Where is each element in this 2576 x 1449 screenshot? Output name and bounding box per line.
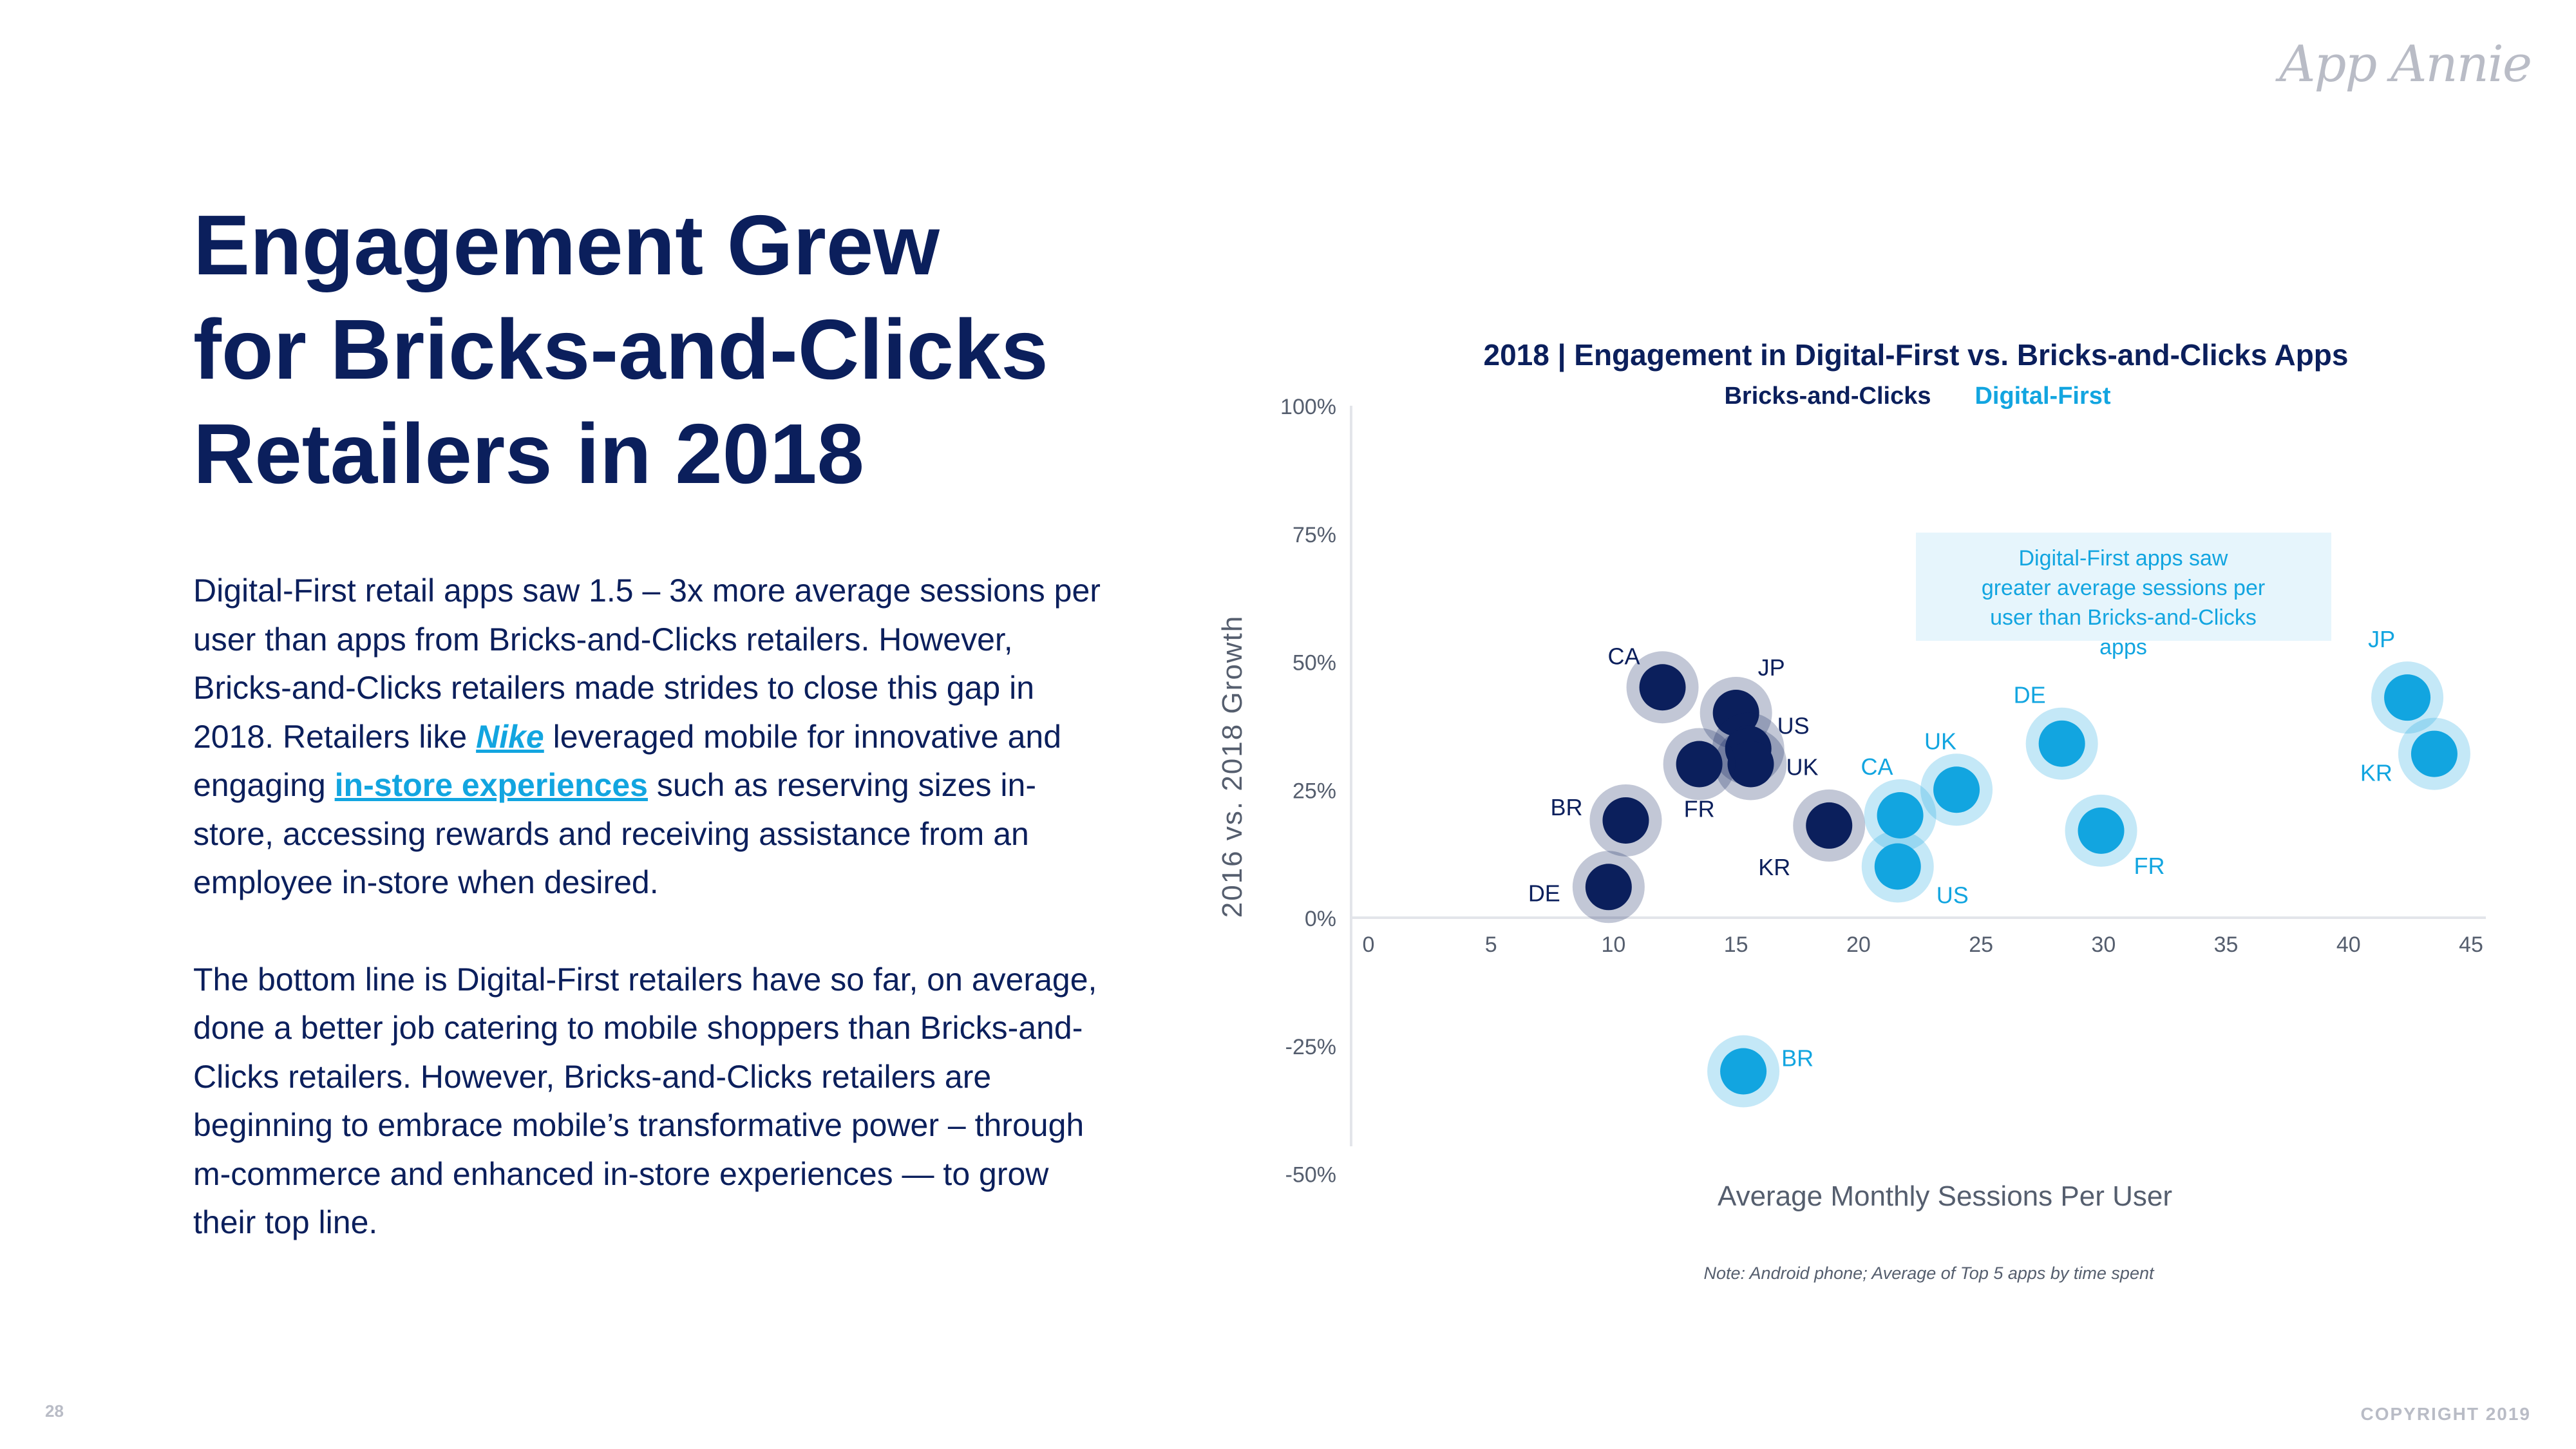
data-point xyxy=(1639,664,1686,711)
annotation-line: apps xyxy=(2099,635,2147,659)
legend-bricks-and-clicks: Bricks-and-Clicks xyxy=(1724,383,1931,410)
page-title: Engagement Grew for Bricks-and-Clicks Re… xyxy=(193,193,1159,506)
x-tick-label: 5 xyxy=(1485,933,1497,957)
point-label: DE xyxy=(1528,880,1560,906)
x-tick-label: 10 xyxy=(1602,933,1626,957)
y-tick-label: 50% xyxy=(1293,651,1336,676)
paragraph-1-part-1: Digital-First retail apps saw 1.5 – 3x m… xyxy=(193,573,1101,755)
in-store-experiences-link[interactable]: in-store experiences xyxy=(334,767,648,803)
data-point xyxy=(1720,1048,1767,1095)
x-tick-label: 20 xyxy=(1846,933,1871,957)
point-label: JP xyxy=(2368,626,2395,652)
x-tick-label: 45 xyxy=(2459,933,2483,957)
data-point xyxy=(1874,843,1921,890)
point-label: BR xyxy=(1781,1045,1814,1072)
data-point xyxy=(1676,741,1723,788)
y-tick-label: 0% xyxy=(1305,907,1336,931)
data-point xyxy=(2038,720,2085,767)
title-line-1: Engagement Grew xyxy=(193,198,940,292)
title-line-3: Retailers in 2018 xyxy=(193,406,864,501)
point-label: FR xyxy=(2134,853,2165,879)
nike-link[interactable]: Nike xyxy=(476,718,544,755)
point-label: CA xyxy=(1608,643,1640,669)
data-point xyxy=(1585,864,1632,911)
page-number: 28 xyxy=(45,1401,64,1421)
x-tick-labels: 0 5 10 15 20 25 30 35 40 45 xyxy=(1363,933,2483,957)
point-label: US xyxy=(1777,713,1810,739)
x-axis-label: Average Monthly Sessions Per User xyxy=(1718,1180,2172,1212)
data-point xyxy=(2384,674,2431,721)
paragraph-1-part-2: leveraged mobile for innovative and enga… xyxy=(193,718,1062,804)
x-tick-label: 40 xyxy=(2336,933,2361,957)
paragraph-1-part-3: such as reserving sizes in-store, access… xyxy=(193,767,1036,900)
data-point xyxy=(1806,802,1853,849)
title-line-2: for Bricks-and-Clicks xyxy=(193,302,1048,397)
point-label: KR xyxy=(1758,854,1790,880)
data-point xyxy=(1933,766,1980,813)
copyright: COPYRIGHT 2019 xyxy=(2360,1404,2531,1424)
series-bricks-and-clicks: CA JP US UK FR BR KR DE xyxy=(1528,643,1866,923)
x-tick-label: 35 xyxy=(2214,933,2239,957)
point-label: CA xyxy=(1861,753,1893,780)
y-tick-label: -50% xyxy=(1285,1163,1336,1188)
y-axis-label: 2016 vs. 2018 Growth xyxy=(1217,615,1248,918)
paragraph-2: The bottom line is Digital-First retaile… xyxy=(193,961,1097,1241)
point-label: BR xyxy=(1550,794,1582,820)
data-point xyxy=(1877,792,1924,838)
point-label: JP xyxy=(1758,654,1785,681)
data-point xyxy=(2078,807,2125,854)
app-annie-logo: App Annie xyxy=(2279,35,2532,93)
point-label: DE xyxy=(2014,682,2046,708)
y-tick-label: 25% xyxy=(1293,779,1336,803)
annotation-line: user than Bricks-and-Clicks xyxy=(1990,605,2257,630)
point-label: US xyxy=(1937,882,1969,909)
point-label: KR xyxy=(2360,760,2392,786)
x-tick-label: 30 xyxy=(2091,933,2116,957)
x-tick-label: 15 xyxy=(1724,933,1748,957)
y-tick-label: -25% xyxy=(1285,1035,1336,1059)
paragraph-1: Digital-First retail apps saw 1.5 – 3x m… xyxy=(193,567,1108,907)
x-tick-label: 0 xyxy=(1363,933,1375,957)
annotation-line: Digital-First apps saw xyxy=(2019,546,2228,571)
point-label: UK xyxy=(1786,754,1818,781)
y-tick-label: 100% xyxy=(1280,395,1336,419)
legend-digital-first: Digital-First xyxy=(1975,383,2110,410)
data-point xyxy=(1727,741,1774,788)
point-label: FR xyxy=(1684,796,1715,822)
body-text: Digital-First retail apps saw 1.5 – 3x m… xyxy=(193,567,1108,1296)
chart-note: Note: Android phone; Average of Top 5 ap… xyxy=(1704,1264,2155,1283)
x-tick-label: 25 xyxy=(1969,933,1993,957)
annotation-text: Digital-First apps saw greater average se… xyxy=(1982,546,2265,659)
data-point xyxy=(1602,797,1649,844)
annotation-box xyxy=(1916,533,2331,641)
chart-title: 2018 | Engagement in Digital-First vs. B… xyxy=(1484,338,2349,372)
data-point xyxy=(2410,730,2458,777)
annotation-line: greater average sessions per xyxy=(1982,576,2265,600)
data-point xyxy=(1712,690,1759,736)
series-digital-first: JP KR DE UK CA FR US BR xyxy=(1707,626,2470,1108)
y-tick-label: 75% xyxy=(1293,523,1336,547)
y-tick-labels: 100% 75% 50% 25% 0% -25% -50% xyxy=(1280,395,1336,1188)
point-label: UK xyxy=(1924,728,1956,754)
